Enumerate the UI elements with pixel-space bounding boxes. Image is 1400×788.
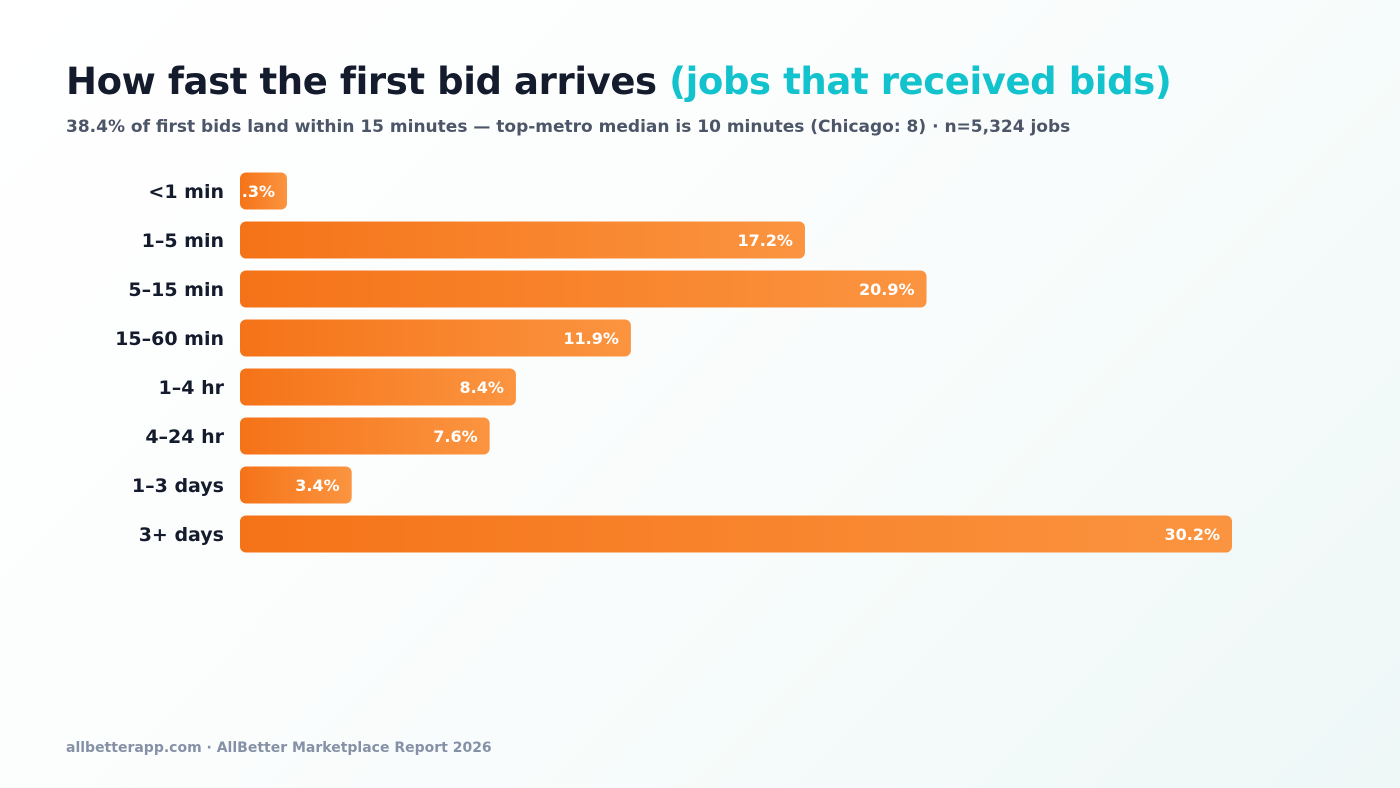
value-label: .3% xyxy=(242,182,275,201)
category-label: 4–24 hr xyxy=(145,426,224,448)
bar xyxy=(240,270,927,308)
category-label: 1–4 hr xyxy=(159,377,225,399)
value-label: 11.9% xyxy=(563,329,619,348)
value-label: 20.9% xyxy=(859,280,915,299)
value-label: 7.6% xyxy=(433,427,477,446)
chart-title-main: How fast the first bid arrives xyxy=(66,60,657,103)
category-label: 3+ days xyxy=(139,524,224,546)
category-label: 5–15 min xyxy=(128,279,224,301)
value-label: 8.4% xyxy=(460,378,504,397)
chart-title-accent: (jobs that received bids) xyxy=(669,60,1172,103)
bar xyxy=(240,319,631,357)
value-label: 30.2% xyxy=(1164,525,1220,544)
chart-subtitle: 38.4% of first bids land within 15 minut… xyxy=(66,117,1071,137)
bars-group: <1 min .3% 1–5 min 17.2% 5–15 min 20.9% 15–60 … xyxy=(115,172,1232,553)
category-label: 15–60 min xyxy=(115,328,224,350)
bar xyxy=(240,417,490,455)
category-label: 1–3 days xyxy=(132,475,224,497)
category-label: <1 min xyxy=(148,181,224,203)
bar xyxy=(240,221,805,259)
bar xyxy=(240,172,287,210)
value-label: 3.4% xyxy=(295,476,339,495)
chart-title: How fast the first bid arrives (jobs tha… xyxy=(66,58,1172,106)
bar xyxy=(240,368,516,406)
value-label: 17.2% xyxy=(737,231,793,250)
category-label: 1–5 min xyxy=(142,230,224,252)
bar xyxy=(240,466,352,504)
footer-source: allbetterapp.com · AllBetter Marketplace… xyxy=(66,740,492,756)
bar xyxy=(240,515,1232,553)
